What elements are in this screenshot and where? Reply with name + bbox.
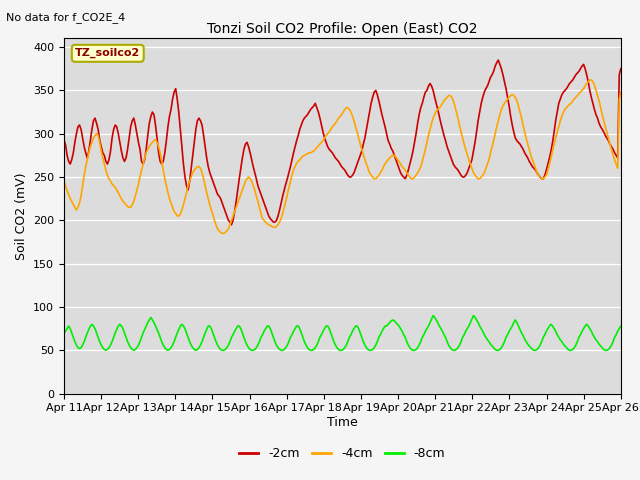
-4cm bbox=[246, 176, 254, 181]
-8cm bbox=[255, 339, 263, 345]
-8cm bbox=[617, 323, 625, 329]
-2cm bbox=[226, 219, 234, 225]
Line: -2cm: -2cm bbox=[64, 60, 621, 225]
Title: Tonzi Soil CO2 Profile: Open (East) CO2: Tonzi Soil CO2 Profile: Open (East) CO2 bbox=[207, 22, 477, 36]
-2cm bbox=[255, 187, 263, 193]
-4cm bbox=[586, 77, 594, 83]
-8cm bbox=[102, 348, 109, 353]
-2cm bbox=[495, 57, 502, 63]
-4cm bbox=[60, 179, 68, 184]
-8cm bbox=[228, 335, 236, 340]
-8cm bbox=[305, 347, 313, 352]
-8cm bbox=[60, 330, 68, 336]
-4cm bbox=[589, 79, 596, 84]
-4cm bbox=[129, 202, 136, 208]
-8cm bbox=[589, 332, 596, 337]
X-axis label: Time: Time bbox=[327, 416, 358, 429]
-4cm bbox=[218, 230, 226, 236]
-2cm bbox=[589, 100, 596, 106]
-8cm bbox=[429, 313, 437, 319]
Line: -4cm: -4cm bbox=[64, 80, 621, 233]
-2cm bbox=[228, 222, 236, 228]
-2cm bbox=[129, 118, 136, 123]
-2cm bbox=[246, 150, 254, 156]
Y-axis label: Soil CO2 (mV): Soil CO2 (mV) bbox=[15, 172, 28, 260]
Text: TZ_soilco2: TZ_soilco2 bbox=[75, 48, 140, 59]
-4cm bbox=[305, 150, 313, 156]
-2cm bbox=[305, 109, 313, 115]
-8cm bbox=[246, 347, 254, 352]
-8cm bbox=[130, 348, 138, 353]
-2cm bbox=[60, 137, 68, 143]
-2cm bbox=[617, 66, 625, 72]
Legend: -2cm, -4cm, -8cm: -2cm, -4cm, -8cm bbox=[234, 443, 451, 466]
Line: -8cm: -8cm bbox=[64, 316, 621, 350]
-4cm bbox=[255, 204, 263, 210]
-4cm bbox=[617, 89, 625, 95]
Text: No data for f_CO2E_4: No data for f_CO2E_4 bbox=[6, 12, 125, 23]
-4cm bbox=[228, 217, 236, 223]
